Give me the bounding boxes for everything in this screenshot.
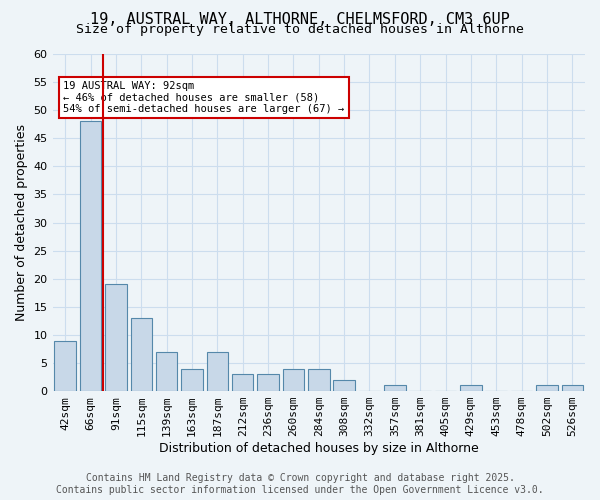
Bar [308,368,329,391]
Bar [232,374,253,391]
Bar [156,352,178,391]
Text: Contains HM Land Registry data © Crown copyright and database right 2025.
Contai: Contains HM Land Registry data © Crown c… [56,474,544,495]
Bar [334,380,355,391]
Bar [384,386,406,391]
Bar [562,386,583,391]
Bar [181,368,203,391]
X-axis label: Distribution of detached houses by size in Althorne: Distribution of detached houses by size … [159,442,479,455]
Text: 19 AUSTRAL WAY: 92sqm
← 46% of detached houses are smaller (58)
54% of semi-deta: 19 AUSTRAL WAY: 92sqm ← 46% of detached … [63,81,344,114]
Bar [55,340,76,391]
Bar [105,284,127,391]
Bar [206,352,228,391]
Bar [257,374,279,391]
Y-axis label: Number of detached properties: Number of detached properties [15,124,28,321]
Bar [283,368,304,391]
Text: Size of property relative to detached houses in Althorne: Size of property relative to detached ho… [76,22,524,36]
Text: 19, AUSTRAL WAY, ALTHORNE, CHELMSFORD, CM3 6UP: 19, AUSTRAL WAY, ALTHORNE, CHELMSFORD, C… [90,12,510,28]
Bar [131,318,152,391]
Bar [80,122,101,391]
Bar [536,386,558,391]
Bar [460,386,482,391]
